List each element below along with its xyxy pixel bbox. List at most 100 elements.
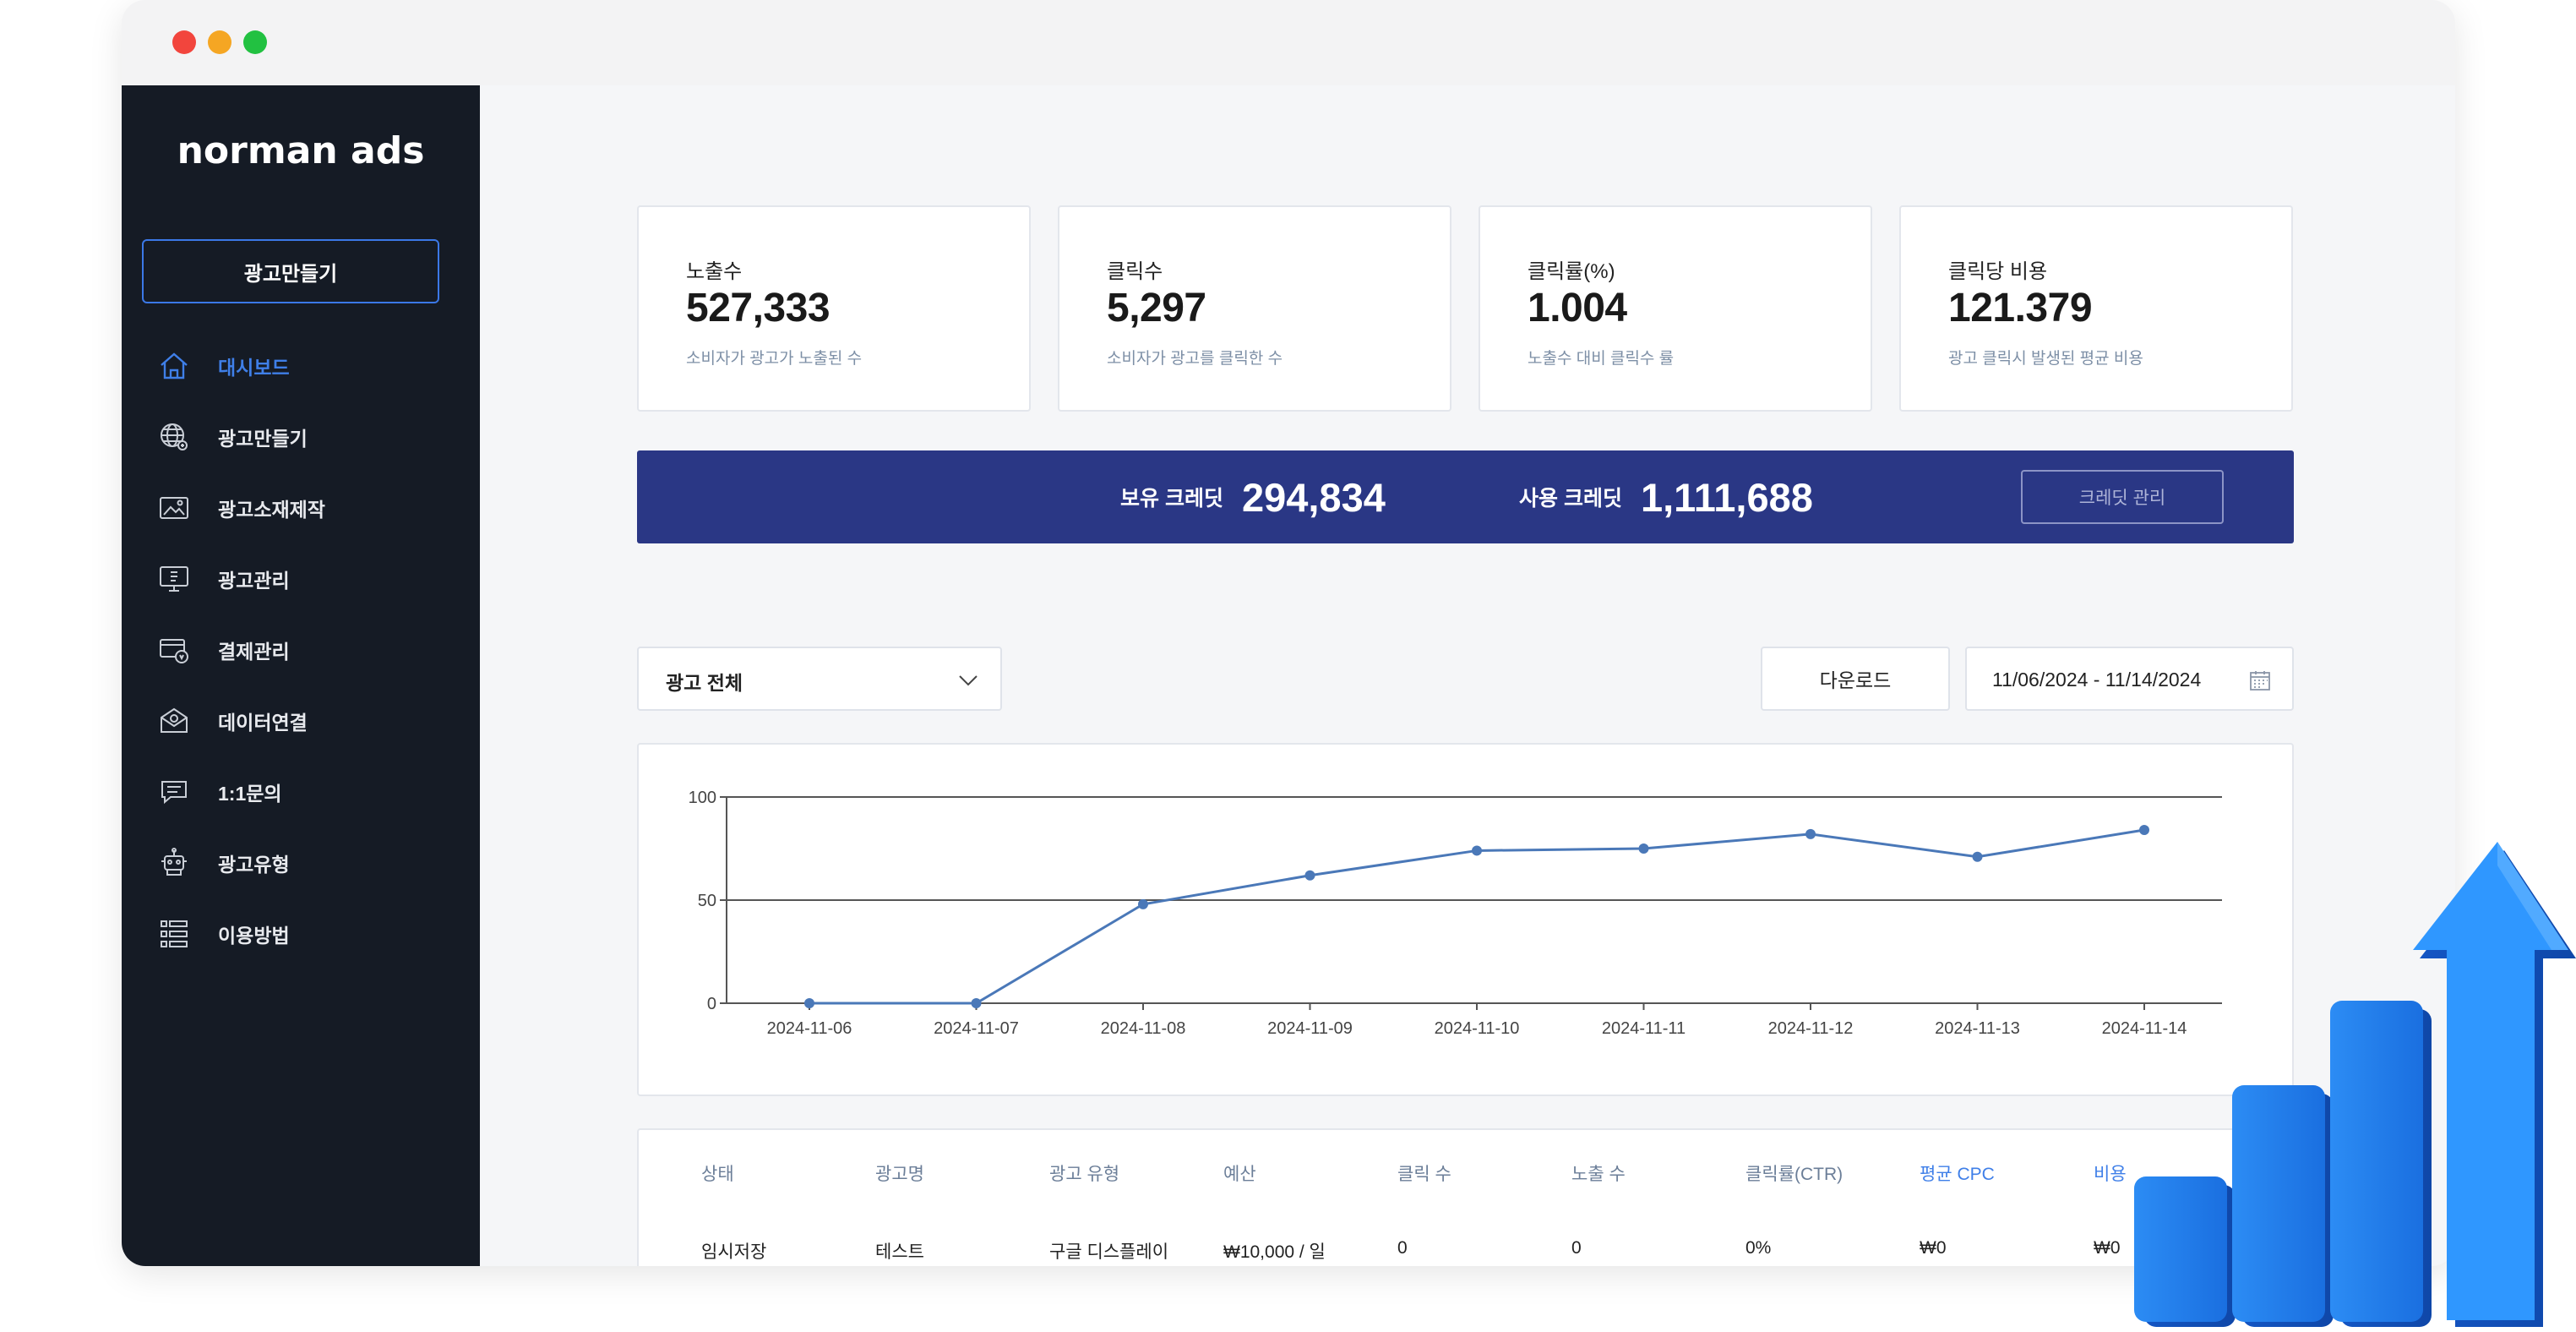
series-line [809, 828, 2145, 1005]
table-header-budget: 예산 [1223, 1165, 1256, 1184]
payment-icon [157, 633, 191, 667]
x-tick-label: 2024-11-10 [1435, 1019, 1520, 1038]
data-point [1638, 843, 1649, 854]
table-header-clicks: 클릭 수 [1397, 1165, 1451, 1184]
stat-description: 노출수 대비 클릭수 률 [1528, 350, 1675, 368]
ad-filter-select[interactable]: 광고 전체 [637, 647, 1002, 711]
sidebar-nav: 대시보드 광고만들기 광고소재제작 광고관리 [122, 330, 480, 969]
ad-filter-value: 광고 전체 [666, 672, 743, 694]
data-point [2139, 825, 2149, 836]
create-ad-button[interactable]: 광고만들기 [142, 239, 439, 303]
date-range-picker[interactable]: 11/06/2024 - 11/14/2024 [1965, 647, 2294, 711]
credit-bar: 보유 크레딧 294,834 사용 크레딧 1,111,688 크레딧 관리 [637, 450, 2294, 543]
browser-window: norman ads 광고만들기 대시보드 광고만들기 광고소재제작 [122, 0, 2455, 1266]
maximize-window-dot[interactable] [243, 30, 267, 54]
y-tick-label: 50 [698, 892, 716, 910]
sidebar-item-label: 1:1문의 [218, 783, 282, 805]
table-header-ctr: 클릭률(CTR) [1745, 1165, 1844, 1184]
line-chart-svg: 0 50 100 2024-11-06 2024-11-07 2024-11-08 2024… [689, 789, 2222, 1038]
dashboard-main: 노출수 527,333 소비자가 광고가 노출된 수 클릭수 5,297 소비자… [480, 85, 2455, 1266]
data-point [1972, 851, 1983, 862]
data-point [1304, 870, 1315, 881]
used-credit-value: 1,111,688 [1640, 474, 1813, 520]
sidebar-item-label: 광고유형 [218, 854, 290, 876]
stat-value: 1.004 [1528, 286, 1627, 330]
sidebar-item-label: 광고만들기 [218, 428, 308, 450]
sidebar-item-label: 대시보드 [218, 357, 290, 379]
brand-logo[interactable]: norman ads [177, 129, 425, 172]
x-tick-label: 2024-11-08 [1101, 1019, 1186, 1038]
stat-title: 클릭수 [1107, 260, 1163, 283]
robot-icon [157, 846, 191, 880]
stat-title: 클릭당 비용 [1948, 260, 2048, 283]
table-cell-ctr: 0% [1745, 1238, 1772, 1258]
close-window-dot[interactable] [172, 30, 196, 54]
stat-value: 5,297 [1107, 286, 1206, 330]
table-cell-ad-type: 구글 디스플레이 [1049, 1242, 1169, 1262]
table-cell-impressions: 0 [1571, 1238, 1582, 1258]
data-point [1472, 845, 1482, 856]
used-credit-label: 사용 크레딧 [1519, 487, 1622, 510]
sidebar-item-creative[interactable]: 광고소재제작 [122, 472, 480, 543]
sidebar: norman ads 광고만들기 대시보드 광고만들기 광고소재제작 [122, 85, 480, 1266]
sidebar-item-inquiry[interactable]: 1:1문의 [122, 756, 480, 827]
sidebar-item-ad-types[interactable]: 광고유형 [122, 827, 480, 898]
stat-description: 소비자가 광고가 노출된 수 [686, 350, 863, 368]
stat-title: 노출수 [686, 260, 743, 283]
table-cell-ad-name: 테스트 [875, 1242, 924, 1262]
stat-card-clicks: 클릭수 5,297 소비자가 광고를 클릭한 수 [1058, 205, 1451, 412]
table-cell-clicks: 0 [1397, 1238, 1408, 1258]
table-cell-cost: ₩0 [2094, 1238, 2121, 1258]
sidebar-item-data-link[interactable]: 데이터연결 [122, 685, 480, 756]
sidebar-item-payment[interactable]: 결제관리 [122, 614, 480, 685]
x-tick-label: 2024-11-06 [767, 1019, 852, 1038]
table-header-status: 상태 [701, 1165, 734, 1184]
table-header-cost: 비용 [2094, 1165, 2127, 1184]
stat-description: 광고 클릭시 발생된 평균 비용 [1948, 350, 2143, 368]
stat-value: 527,333 [686, 286, 831, 330]
x-tick-label: 2024-11-11 [1602, 1019, 1686, 1038]
monitor-icon [157, 562, 191, 596]
data-point [971, 998, 982, 1008]
x-tick-label: 2024-11-12 [1768, 1019, 1854, 1038]
sidebar-item-dashboard[interactable]: 대시보드 [122, 330, 480, 401]
download-button[interactable]: 다운로드 [1761, 647, 1950, 711]
home-icon [157, 349, 191, 383]
stat-title: 클릭률(%) [1528, 260, 1615, 283]
held-credit: 보유 크레딧 294,834 [1120, 450, 1386, 543]
stat-card-impressions: 노출수 527,333 소비자가 광고가 노출된 수 [637, 205, 1031, 412]
table-header-avg-cpc: 평균 CPC [1920, 1165, 1995, 1184]
stat-value: 121.379 [1948, 286, 2093, 330]
credit-manage-button[interactable]: 크레딧 관리 [2021, 470, 2224, 524]
globe-icon [157, 420, 191, 454]
minimize-window-dot[interactable] [208, 30, 231, 54]
x-tick-label: 2024-11-09 [1267, 1019, 1353, 1038]
chat-icon [157, 775, 191, 809]
date-range-value: 11/06/2024 - 11/14/2024 [1992, 669, 2202, 691]
sidebar-item-label: 광고소재제작 [218, 499, 325, 521]
sidebar-item-guide[interactable]: 이용방법 [122, 898, 480, 969]
growth-arrow-illustration [2134, 842, 2576, 1327]
image-icon [157, 491, 191, 525]
table-header-impressions: 노출 수 [1571, 1165, 1626, 1184]
sidebar-item-create-ad[interactable]: 광고만들기 [122, 401, 480, 472]
y-tick-label: 0 [707, 995, 716, 1013]
x-tick-label: 2024-11-13 [1935, 1019, 2020, 1038]
list-icon [157, 917, 191, 951]
stat-description: 소비자가 광고를 클릭한 수 [1107, 350, 1283, 368]
x-tick-label: 2024-11-07 [934, 1019, 1019, 1038]
chevron-down-icon [955, 667, 982, 698]
sidebar-item-ad-manage[interactable]: 광고관리 [122, 543, 480, 614]
table-header-ad-type: 광고 유형 [1049, 1165, 1120, 1184]
data-point [804, 998, 814, 1008]
sidebar-item-label: 데이터연결 [218, 712, 308, 734]
performance-chart: 0 50 100 2024-11-06 2024-11-07 2024-11-08 2024… [637, 743, 2294, 1096]
table-cell-budget: ₩10,000 / 일 [1223, 1242, 1326, 1262]
held-credit-value: 294,834 [1241, 474, 1386, 520]
x-tick-label: 2024-11-14 [2102, 1019, 2187, 1038]
stat-card-cpc: 클릭당 비용 121.379 광고 클릭시 발생된 평균 비용 [1899, 205, 2293, 412]
table-cell-status: 임시저장 [701, 1242, 767, 1262]
held-credit-label: 보유 크레딧 [1120, 487, 1223, 510]
sidebar-item-label: 결제관리 [218, 641, 290, 663]
sidebar-item-label: 광고관리 [218, 570, 290, 592]
